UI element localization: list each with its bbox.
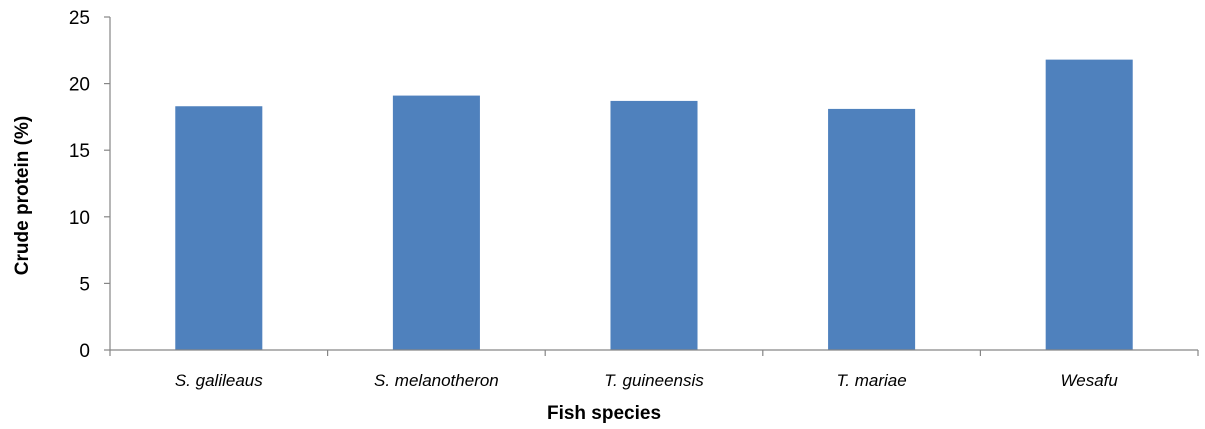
- bar: [1045, 59, 1133, 351]
- y-tick-label: 25: [69, 8, 90, 29]
- x-axis-category-labels: S. galileaus S. melanotheron T. guineensis…: [175, 371, 1119, 390]
- y-tick-label: 5: [79, 274, 90, 295]
- y-axis-tick-labels: 0 5 10 15 20 25: [69, 8, 90, 362]
- x-category-label: Wesafu: [1061, 371, 1119, 390]
- x-category-label: T. mariae: [836, 371, 906, 390]
- x-category-label: S. galileaus: [175, 371, 263, 390]
- y-tick-label: 15: [69, 141, 90, 162]
- x-category-label: T. guineensis: [604, 371, 704, 390]
- x-axis-ticks: [109, 350, 1199, 356]
- y-axis-ticks: [104, 16, 110, 351]
- bars-group: [175, 59, 1133, 351]
- bar: [828, 108, 916, 351]
- y-tick-label: 10: [69, 208, 90, 229]
- bar: [610, 100, 698, 350]
- x-category-label: S. melanotheron: [374, 371, 499, 390]
- x-axis-title: Fish species: [547, 403, 661, 424]
- bar: [175, 106, 263, 350]
- y-tick-label: 20: [69, 75, 90, 96]
- y-axis-title: Crude protein (%): [12, 116, 33, 275]
- y-tick-label: 0: [79, 341, 90, 362]
- bar: [392, 95, 480, 350]
